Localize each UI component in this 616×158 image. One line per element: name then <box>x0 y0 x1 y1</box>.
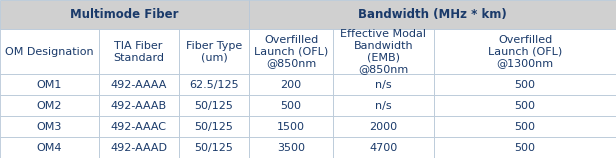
Text: Fiber Type
(um): Fiber Type (um) <box>186 41 242 63</box>
Bar <box>0 116 99 137</box>
Bar <box>0 29 99 74</box>
Text: 500: 500 <box>280 101 302 111</box>
Bar <box>179 95 249 116</box>
Bar <box>434 74 616 95</box>
Bar <box>434 137 616 158</box>
Bar <box>434 29 616 74</box>
Bar <box>99 95 179 116</box>
Bar <box>0 74 99 95</box>
Bar <box>434 116 616 137</box>
Text: 500: 500 <box>514 143 536 152</box>
Text: 492-AAAD: 492-AAAD <box>110 143 167 152</box>
Text: Multimode Fiber: Multimode Fiber <box>70 8 179 21</box>
Bar <box>249 0 616 29</box>
Bar <box>99 137 179 158</box>
Bar <box>333 95 434 116</box>
Text: TIA Fiber
Standard: TIA Fiber Standard <box>113 41 164 63</box>
Bar <box>249 137 333 158</box>
Text: OM4: OM4 <box>36 143 62 152</box>
Text: Effective Modal
Bandwidth
(EMB)
@850nm: Effective Modal Bandwidth (EMB) @850nm <box>341 29 426 74</box>
Bar <box>99 116 179 137</box>
Bar <box>179 74 249 95</box>
Bar <box>249 74 333 95</box>
Text: 2000: 2000 <box>370 122 397 132</box>
Bar <box>249 116 333 137</box>
Bar <box>99 29 179 74</box>
Bar <box>249 95 333 116</box>
Bar <box>249 29 333 74</box>
Text: OM2: OM2 <box>36 101 62 111</box>
Text: 1500: 1500 <box>277 122 305 132</box>
Text: 62.5/125: 62.5/125 <box>189 80 239 90</box>
Bar <box>333 116 434 137</box>
Bar <box>0 95 99 116</box>
Bar <box>333 29 434 74</box>
Bar <box>333 137 434 158</box>
Text: 500: 500 <box>514 101 536 111</box>
Text: 50/125: 50/125 <box>195 122 233 132</box>
Bar <box>0 137 99 158</box>
Text: n/s: n/s <box>375 80 392 90</box>
Text: 500: 500 <box>514 80 536 90</box>
Bar <box>333 74 434 95</box>
Text: 3500: 3500 <box>277 143 305 152</box>
Text: 50/125: 50/125 <box>195 101 233 111</box>
Bar <box>179 29 249 74</box>
Bar <box>99 74 179 95</box>
Text: Bandwidth (MHz * km): Bandwidth (MHz * km) <box>359 8 507 21</box>
Bar <box>179 137 249 158</box>
Text: 4700: 4700 <box>370 143 397 152</box>
Text: Overfilled
Launch (OFL)
@1300nm: Overfilled Launch (OFL) @1300nm <box>488 35 562 68</box>
Text: OM3: OM3 <box>36 122 62 132</box>
Text: 492-AAAB: 492-AAAB <box>110 101 167 111</box>
Text: 50/125: 50/125 <box>195 143 233 152</box>
Text: 200: 200 <box>280 80 302 90</box>
Text: n/s: n/s <box>375 101 392 111</box>
Bar <box>0 0 249 29</box>
Text: OM1: OM1 <box>36 80 62 90</box>
Bar <box>179 116 249 137</box>
Text: OM Designation: OM Designation <box>5 47 94 57</box>
Text: 492-AAAC: 492-AAAC <box>111 122 166 132</box>
Text: 492-AAAA: 492-AAAA <box>110 80 167 90</box>
Text: Overfilled
Launch (OFL)
@850nm: Overfilled Launch (OFL) @850nm <box>254 35 328 68</box>
Bar <box>434 95 616 116</box>
Text: 500: 500 <box>514 122 536 132</box>
